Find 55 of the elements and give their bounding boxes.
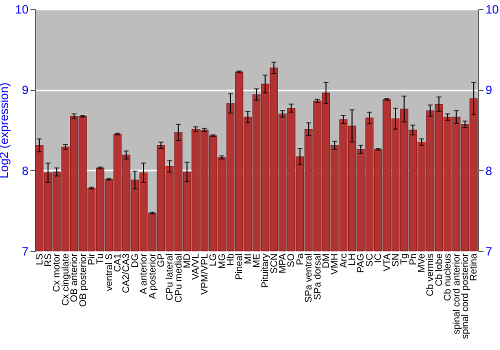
x-tick-label: spinal cord anterior: [451, 254, 462, 334]
x-tick-label: VPM/VPL: [199, 254, 210, 295]
x-tick-label: OB anterior: [69, 254, 80, 302]
x-tick-label: Pn: [408, 254, 419, 266]
x-tick-label: Cx cingulate: [60, 254, 72, 306]
x-tick-label: ventral S: [104, 254, 115, 291]
x-tick-label: Cx motor: [52, 254, 63, 292]
x-tick-label: LS: [34, 254, 46, 266]
y2-tick-label: 9: [486, 83, 492, 98]
x-tick-label: CPu medial: [173, 254, 184, 303]
y2-tick-label: 7: [486, 244, 492, 258]
x-tick-label: Pa: [294, 252, 306, 266]
x-tick-label: SC: [364, 253, 376, 267]
y-tick-label: 9: [22, 83, 29, 98]
x-tick-label: CPu lateral: [164, 254, 176, 300]
x-tick-label: RS: [43, 254, 54, 267]
x-tick-label: Tu: [95, 254, 106, 264]
x-tick-label: A anterior: [138, 254, 150, 294]
x-tick-label: GP: [156, 254, 167, 268]
x-tick-label: Retina: [468, 252, 480, 281]
x-tick-label: LG: [208, 254, 220, 266]
x-tick-label: MG: [216, 254, 228, 269]
x-tick-label: MI: [242, 254, 254, 264]
x-tick-label: Tg: [399, 254, 410, 265]
x-tick-label: OB posterior: [78, 254, 89, 307]
y-tick-label: 8: [22, 164, 29, 178]
x-tick-label: A posterior: [147, 254, 158, 299]
y2-tick-label: 10: [486, 2, 500, 16]
x-tick-label: SPa dorsal: [312, 254, 324, 300]
x-tick-label: Cb vermis: [425, 253, 436, 296]
x-tick-label: DM: [320, 253, 332, 268]
x-tick-label: PAG: [356, 254, 367, 273]
x-tick-label: MVe: [416, 254, 428, 273]
x-tick-label: SN: [390, 253, 402, 267]
x-tick-label: VMH: [330, 253, 341, 275]
y-tick-label: 7: [22, 244, 29, 258]
y2-tick-label: 8: [486, 164, 492, 178]
x-tick-label: spinal cord posterior: [460, 254, 471, 340]
x-tick-label: SPa ventral: [304, 254, 315, 303]
x-tick-label: Pir: [86, 254, 98, 266]
x-tick-label: VA/VL: [190, 254, 202, 280]
y-tick-label: 10: [15, 2, 29, 16]
x-tick-label: Pituitary: [260, 253, 272, 288]
x-tick-label: IC: [373, 253, 384, 263]
x-tick-label: Arc: [338, 253, 350, 268]
x-tick-label: CA2/CA3: [121, 254, 132, 294]
x-tick-label: Hb: [225, 254, 236, 266]
x-tick-label: Cb lobe: [434, 254, 445, 286]
x-tick-label: Pineal: [234, 254, 246, 280]
x-tick-label: VTA: [382, 252, 393, 272]
x-tick-label: SCN: [268, 253, 280, 274]
x-tick-label: DG: [130, 254, 141, 268]
x-tick-label: ME: [252, 254, 262, 268]
x-tick-label: Cb nucleus: [442, 253, 454, 302]
x-tick-label: SO: [286, 254, 298, 268]
